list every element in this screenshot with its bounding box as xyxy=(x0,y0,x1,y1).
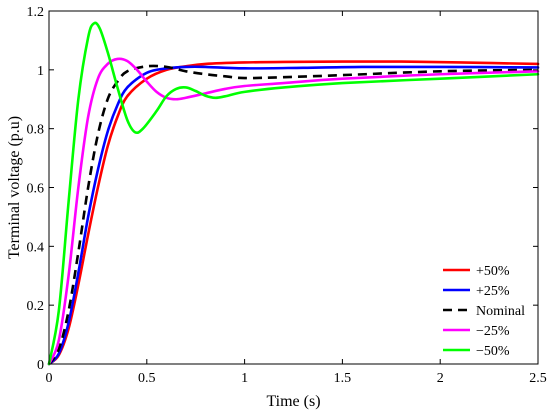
x-tick-label: 0.5 xyxy=(138,371,156,386)
legend: +50% +25% Nominal −25% −50% xyxy=(443,264,525,359)
series-layer xyxy=(47,21,540,366)
series-line-0 xyxy=(47,60,540,366)
legend-label: Nominal xyxy=(476,304,525,319)
y-tick-label: 1 xyxy=(37,64,44,79)
y-tick-label: 0 xyxy=(37,358,44,373)
x-tick-label: 0 xyxy=(46,371,53,386)
legend-label: +25% xyxy=(476,284,510,299)
y-tick-label: 0.4 xyxy=(27,240,45,255)
y-tick-label: 0.6 xyxy=(27,182,45,197)
series-line-3 xyxy=(47,57,540,366)
legend-label: +50% xyxy=(476,264,510,279)
series-line-4 xyxy=(47,21,540,366)
x-tick-label: 1 xyxy=(241,371,248,386)
ticks-layer: 0 0.5 1 1.5 2 2.5 0 0.2 0.4 0.6 0.8 1 1.2 xyxy=(27,5,547,386)
series-line-1 xyxy=(47,65,540,366)
legend-label: −50% xyxy=(476,344,510,359)
series-line-2 xyxy=(47,64,539,365)
x-tick-label: 1.5 xyxy=(334,371,352,386)
legend-label: −25% xyxy=(476,324,510,339)
x-tick-label: 2.5 xyxy=(529,371,547,386)
y-tick-label: 1.2 xyxy=(27,5,45,20)
y-tick-label: 0.8 xyxy=(27,123,45,138)
x-axis-title: Time (s) xyxy=(266,393,320,410)
x-tick-label: 2 xyxy=(437,371,444,386)
y-axis-title: Terminal voltage (p.u) xyxy=(6,116,23,259)
y-tick-label: 0.2 xyxy=(27,299,45,314)
